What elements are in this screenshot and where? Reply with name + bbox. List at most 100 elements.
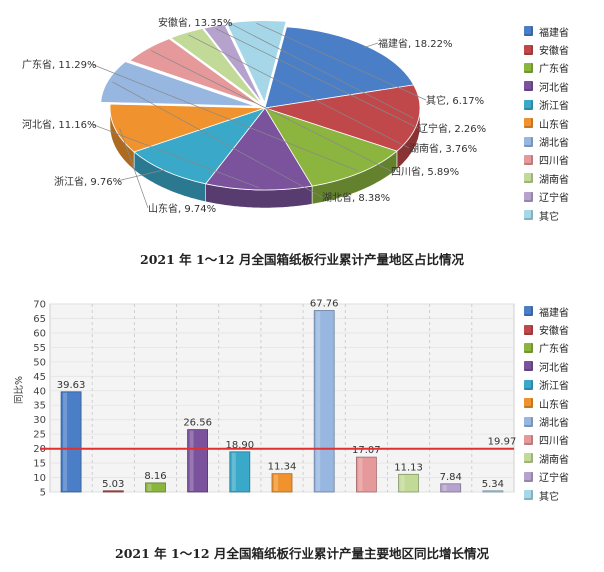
bar-value-label: 7.84 xyxy=(440,472,462,483)
bar xyxy=(482,490,504,493)
bar-value-label: 8.16 xyxy=(144,471,166,482)
pie-chart-title: 2021 年 1～12 月全国箱纸板行业累计产量地区占比情况 xyxy=(140,252,464,267)
bar-legend-item: 福建省 xyxy=(524,302,569,320)
y-tick-label: 35 xyxy=(33,401,46,412)
y-tick-label: 70 xyxy=(33,300,46,311)
bar-legend-item: 河北省 xyxy=(524,357,569,375)
pie-legend-swatch xyxy=(524,118,533,129)
pie-slice xyxy=(169,28,262,105)
reference-line-label: 19.97 xyxy=(488,437,517,448)
pie-data-label: 河北省, 11.16% xyxy=(22,118,97,131)
pie-legend-swatch xyxy=(524,99,533,110)
pie-leader-line xyxy=(91,123,259,188)
y-tick-label: 55 xyxy=(33,343,46,354)
pie-leader-line xyxy=(91,63,358,172)
bar-highlight xyxy=(63,392,68,491)
bar-legend-swatch xyxy=(524,453,533,464)
pie-slice xyxy=(203,24,264,105)
pie-legend-label: 四川省 xyxy=(539,156,569,168)
pie-legend-item: 福建省 xyxy=(524,22,569,40)
bar-legend-label: 山东省 xyxy=(539,399,569,411)
bar-legend-item: 辽宁省 xyxy=(524,468,569,486)
bar-value-label: 18.90 xyxy=(225,440,254,451)
bar-highlight xyxy=(400,475,405,491)
bar-legend-item: 四川省 xyxy=(524,431,569,449)
pie-data-label: 安徽省, 13.35% xyxy=(158,16,233,29)
bar-legend-swatch xyxy=(524,379,533,390)
pie-leader-line xyxy=(188,34,410,149)
pie-legend-item: 浙江省 xyxy=(524,96,569,114)
pie-legend-label: 河北省 xyxy=(539,82,569,94)
bar xyxy=(187,429,209,493)
y-tick-label: 25 xyxy=(33,430,46,441)
pie-leader-line xyxy=(215,28,419,129)
bar-value-label: 11.13 xyxy=(394,462,423,473)
pie-legend-label: 辽宁省 xyxy=(539,193,569,205)
bar-legend-swatch xyxy=(524,471,533,482)
bar xyxy=(313,310,335,493)
bar xyxy=(60,391,82,493)
pie-slice xyxy=(133,107,267,185)
bar-legend-swatch xyxy=(524,306,533,317)
pie-slice xyxy=(264,107,398,187)
bar-legend-swatch xyxy=(524,324,533,335)
bar-legend-swatch xyxy=(524,398,533,409)
pie-legend-item: 四川省 xyxy=(524,151,569,169)
pie-legend-item: 辽宁省 xyxy=(524,188,569,206)
bar-legend-swatch xyxy=(524,416,533,427)
bar-value-label: 39.63 xyxy=(57,380,86,391)
bar xyxy=(229,451,251,493)
pie-data-label: 湖北省, 8.38% xyxy=(322,191,390,204)
bar-highlight xyxy=(274,474,278,491)
bar-chart: 70 65 60 55 50 45 40 35 30 25 20 15 10 5 同比% 39.63 5.03 8… xyxy=(13,299,517,499)
bar xyxy=(271,473,293,493)
pie-leader-line xyxy=(112,81,323,198)
pie-legend-swatch xyxy=(524,154,533,165)
pie-legend-item: 山东省 xyxy=(524,114,569,132)
pie-legend-item: 湖北省 xyxy=(524,132,569,150)
pie-data-label: 辽宁省, 2.26% xyxy=(418,122,486,135)
bar-legend-swatch xyxy=(524,342,533,353)
bar-value-label: 5.34 xyxy=(482,479,504,490)
pie-slice xyxy=(100,61,256,107)
y-tick-label: 10 xyxy=(33,473,46,484)
pie-leader-line xyxy=(363,42,379,49)
pie-slice xyxy=(109,103,266,153)
bar-value-label: 26.56 xyxy=(183,418,212,429)
bar xyxy=(102,490,124,493)
pie-leader-line xyxy=(227,21,415,119)
y-tick-label: 50 xyxy=(33,357,46,368)
bar-value-label: 67.76 xyxy=(310,299,339,310)
bar-legend-label: 辽宁省 xyxy=(539,473,569,485)
bar xyxy=(145,482,166,493)
pie-data-label: 福建省, 18.22% xyxy=(378,37,453,50)
bar-highlight xyxy=(316,311,321,491)
pie-data-label: 山东省, 9.74% xyxy=(148,202,216,215)
pie-legend-swatch xyxy=(524,191,533,202)
pie-data-label: 广东省, 11.29% xyxy=(22,58,97,71)
pie-legend-swatch xyxy=(524,81,533,92)
bar-chart-title: 2021 年 1～12 月全国箱纸板行业累计产量主要地区同比增长情况 xyxy=(115,546,489,561)
bar-highlight xyxy=(442,484,447,491)
bar-legend-label: 福建省 xyxy=(539,307,569,319)
pie-legend-label: 浙江省 xyxy=(539,101,569,113)
pie-legend-swatch xyxy=(524,136,533,147)
bar-highlight xyxy=(231,452,236,491)
bar-legend-label: 安徽省 xyxy=(539,326,569,338)
pie-data-label: 湖南省, 3.76% xyxy=(409,142,477,155)
pie-slice xyxy=(264,26,415,109)
pie-legend-swatch xyxy=(524,44,533,55)
y-tick-label: 20 xyxy=(33,444,46,455)
bar-legend-item: 安徽省 xyxy=(524,320,569,338)
bar-legend-swatch xyxy=(524,434,533,445)
y-tick-label: 30 xyxy=(33,415,46,426)
bar-legend-item: 山东省 xyxy=(524,394,569,412)
pie-legend-item: 其它 xyxy=(524,206,569,224)
bar xyxy=(355,456,377,493)
pie-legend-label: 福建省 xyxy=(539,27,569,39)
pie-leader-line xyxy=(119,128,149,209)
bar-legend-label: 广东省 xyxy=(539,344,569,356)
pie-legend-swatch xyxy=(524,210,533,221)
y-axis-label: 同比% xyxy=(13,376,25,404)
